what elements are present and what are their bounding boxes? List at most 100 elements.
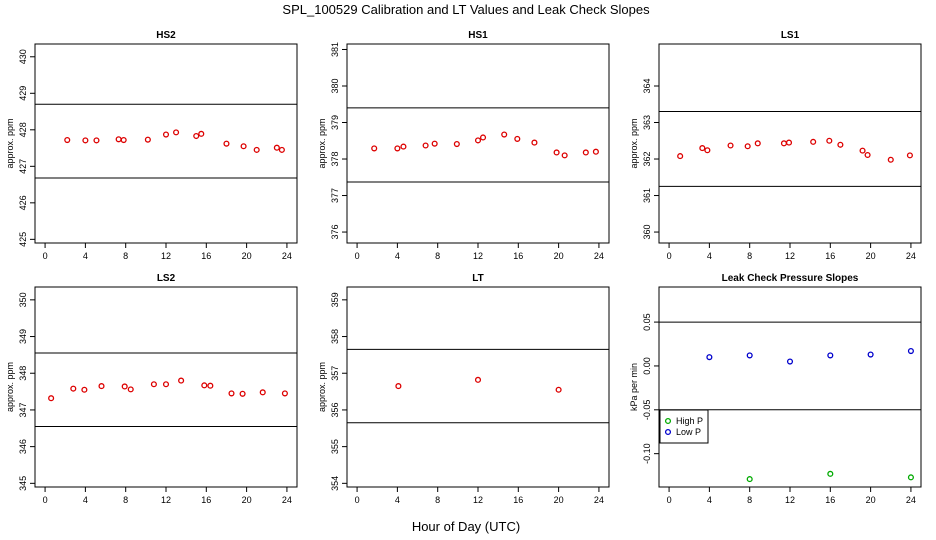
data-point — [706, 354, 713, 361]
data-point — [531, 139, 538, 146]
data-point — [582, 149, 589, 156]
x-tick-label: 24 — [594, 495, 604, 505]
series-high-p — [746, 470, 914, 483]
y-tick-label: 350 — [18, 292, 28, 307]
x-tick-label: 8 — [747, 251, 752, 261]
y-tick-label: 425 — [18, 232, 28, 247]
plot-frame — [346, 43, 610, 244]
y-tick-label: 348 — [18, 366, 28, 381]
x-tick-label: 12 — [473, 495, 483, 505]
x-tick-label: 12 — [785, 251, 795, 261]
data-point — [400, 143, 407, 150]
data-point — [228, 390, 235, 397]
legend-label: Low P — [676, 427, 701, 437]
panel-4: LS2 0 4 8 12 16 20 24 345 346 347 348 349 350 approx. … — [5, 273, 298, 505]
x-tick-label: 4 — [395, 495, 400, 505]
x-tick-label: 0 — [355, 495, 360, 505]
data-point — [785, 139, 793, 146]
x-tick-label: 0 — [667, 251, 672, 261]
data-point — [127, 386, 134, 393]
y-axis-label: approx. ppm — [5, 118, 15, 168]
y-tick-label: 364 — [642, 78, 652, 93]
data-point — [555, 386, 562, 393]
plot-frame — [346, 286, 610, 488]
data-point — [754, 140, 761, 147]
x-tick-label: 20 — [866, 495, 876, 505]
data-point — [178, 377, 185, 384]
data-point — [371, 145, 378, 152]
data-point — [93, 137, 100, 144]
y-tick-label: 347 — [18, 402, 28, 417]
data-point — [278, 146, 285, 153]
data-point — [907, 474, 914, 481]
data-point — [474, 137, 482, 144]
x-tick-label: 8 — [435, 251, 440, 261]
y-tick-label: 381 — [330, 42, 340, 57]
series-low-p — [706, 347, 914, 365]
x-tick-label: 8 — [123, 251, 128, 261]
panel-3: LS1 0 4 8 12 16 20 24 360 361 362 363 364 approx. ppm — [629, 30, 922, 261]
data-point — [239, 390, 246, 397]
data-point — [120, 136, 127, 144]
data-point — [281, 390, 288, 397]
data-point — [162, 131, 170, 138]
data-point — [699, 145, 706, 152]
y-tick-label: 358 — [330, 329, 340, 344]
series-values — [677, 137, 913, 163]
data-point — [48, 395, 55, 402]
y-axis-label: approx. ppm — [5, 362, 15, 412]
data-point — [150, 381, 157, 388]
data-point — [173, 129, 180, 136]
panel-title: HS1 — [468, 30, 488, 41]
panel-2: HS1 0 4 8 12 16 20 24 376 377 378 379 380 381 approx. … — [317, 30, 610, 261]
x-tick-label: 16 — [513, 251, 523, 261]
x-tick-label: 12 — [473, 251, 483, 261]
panel-title: LS2 — [157, 273, 176, 284]
y-tick-label: 349 — [18, 329, 28, 344]
y-tick-label: 427 — [18, 159, 28, 174]
x-tick-label: 8 — [435, 495, 440, 505]
data-point — [64, 136, 71, 144]
data-point — [193, 132, 200, 140]
y-tick-label: 429 — [18, 86, 28, 101]
y-axis-label: approx. ppm — [629, 118, 639, 168]
x-tick-label: 20 — [242, 251, 252, 261]
legend-marker — [664, 428, 672, 436]
y-tick-label: 379 — [330, 115, 340, 130]
y-axis-label: kPa per min — [629, 363, 639, 411]
y-tick-label: 354 — [330, 476, 340, 491]
data-point — [887, 156, 894, 163]
x-tick-label: 0 — [667, 495, 672, 505]
y-tick-label: 360 — [642, 225, 652, 240]
data-point — [837, 141, 844, 148]
y-tick-label: 363 — [642, 115, 652, 130]
data-point — [70, 385, 77, 392]
data-point — [827, 352, 834, 359]
x-tick-label: 16 — [513, 495, 523, 505]
data-point — [431, 140, 438, 147]
data-point — [474, 376, 482, 383]
data-point — [98, 383, 105, 390]
data-point — [827, 470, 834, 477]
x-tick-label: 12 — [161, 495, 171, 505]
plot-frame — [658, 43, 922, 244]
y-tick-label: 428 — [18, 122, 28, 137]
data-point — [826, 137, 833, 144]
x-tick-label: 20 — [242, 495, 252, 505]
y-tick-label: -0.10 — [642, 443, 652, 464]
data-point — [746, 352, 753, 359]
data-point — [780, 140, 788, 147]
data-point — [121, 383, 128, 390]
y-tick-label: 0.05 — [642, 313, 652, 331]
data-point — [207, 382, 214, 389]
y-tick-label: 430 — [18, 49, 28, 64]
data-point — [81, 386, 88, 393]
figure-xlabel: Hour of Day (UTC) — [412, 519, 520, 534]
y-tick-label: 380 — [330, 78, 340, 93]
data-point — [744, 143, 751, 150]
x-tick-label: 0 — [43, 251, 48, 261]
data-point — [867, 351, 874, 358]
y-tick-label: 426 — [18, 195, 28, 210]
data-point — [561, 152, 568, 159]
data-point — [115, 136, 122, 143]
